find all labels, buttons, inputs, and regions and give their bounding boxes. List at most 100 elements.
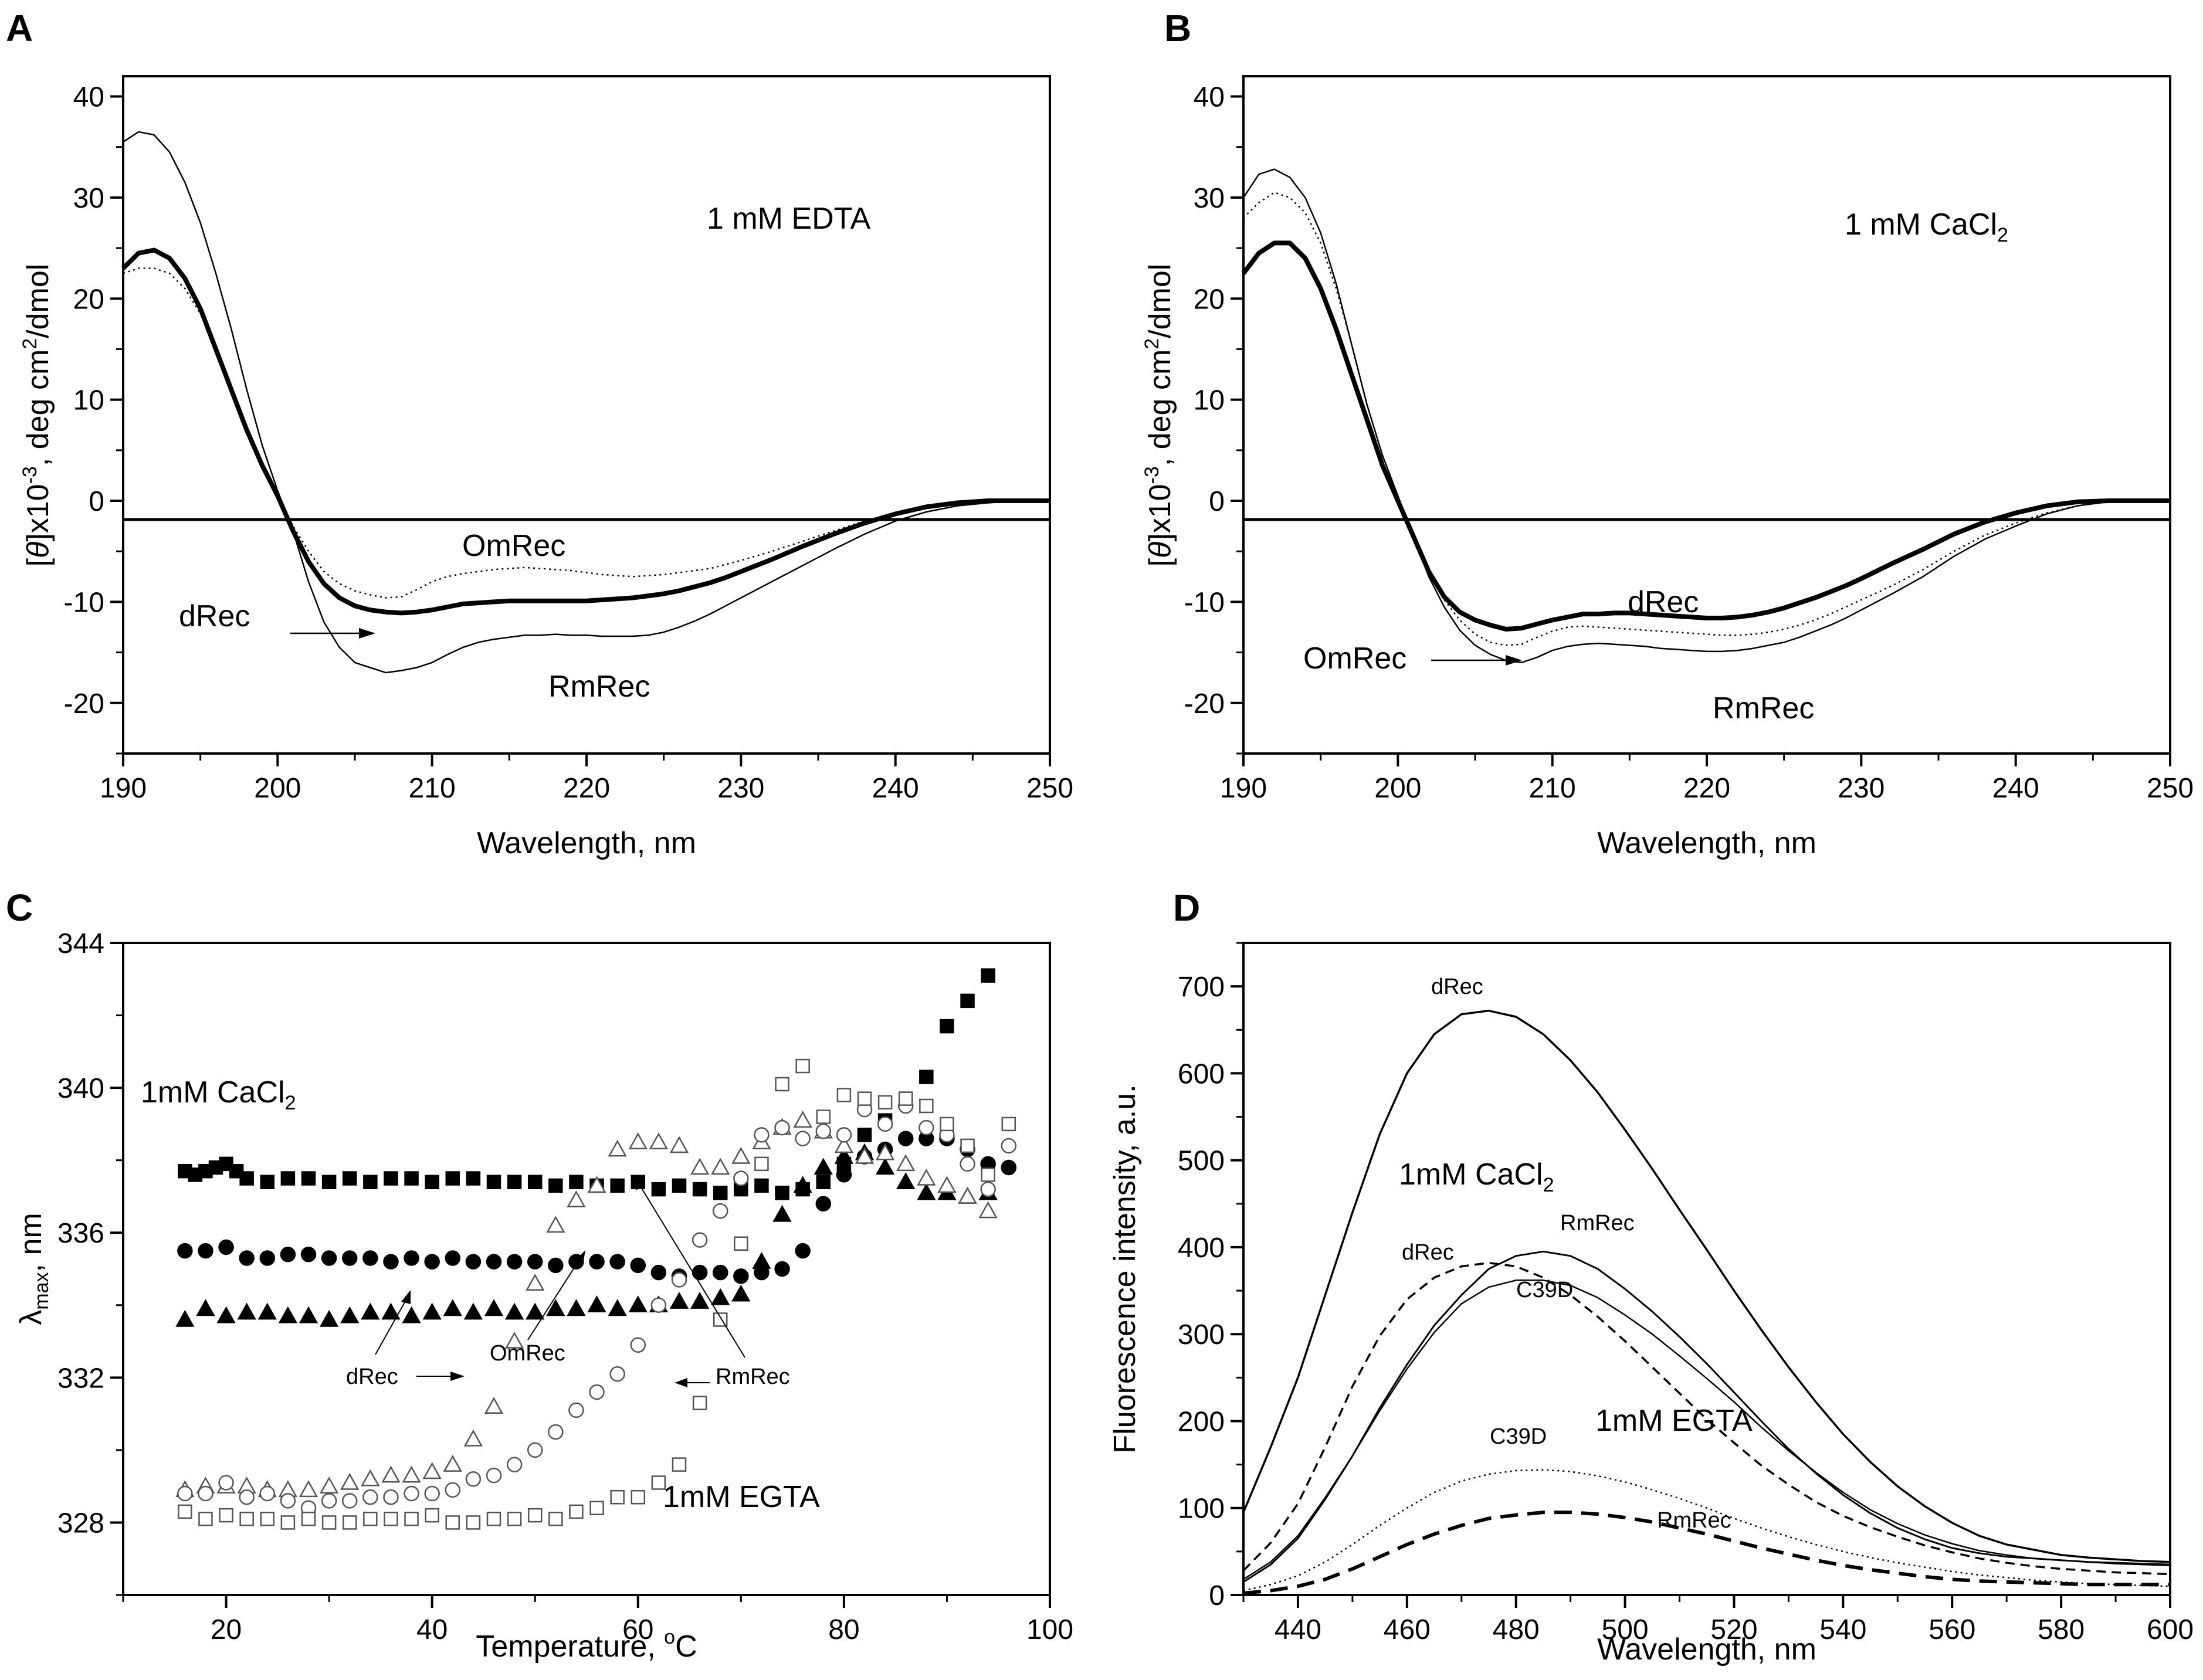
marker-drec-egta <box>319 1477 339 1494</box>
marker-rmrec-cacl2 <box>692 1182 707 1197</box>
marker-drec-cacl2 <box>546 1299 565 1316</box>
series-line-c39d-egta <box>1243 1469 2171 1591</box>
marker-drec-cacl2 <box>628 1295 648 1313</box>
y-tick-label: 40 <box>73 82 104 113</box>
marker-drec-cacl2 <box>278 1306 298 1323</box>
panel-b: B 190 200 210 220 230 240 250 -20 -10 0 10 20 30 40 1… <box>1141 7 2194 860</box>
marker-rmrec-cacl2 <box>280 1171 296 1186</box>
marker-drec-cacl2 <box>690 1292 710 1309</box>
marker-omrec-egta <box>795 1131 811 1146</box>
marker-drec-egta <box>567 1190 586 1207</box>
marker-rmrec-egta <box>260 1512 275 1526</box>
y-tick-label: 336 <box>57 1218 104 1249</box>
x-tick-label: 560 <box>1929 1614 1975 1645</box>
marker-drec-cacl2 <box>463 1302 483 1320</box>
marker-drec-egta <box>690 1158 710 1175</box>
marker-rmrec-egta <box>569 1504 584 1519</box>
marker-rmrec-egta <box>775 1077 789 1092</box>
marker-rmrec-cacl2 <box>919 1070 934 1084</box>
condition-label-egta-d: 1mM EGTA <box>1595 1404 1753 1438</box>
marker-rmrec-egta <box>384 1512 398 1526</box>
marker-rmrec-egta <box>960 1138 975 1153</box>
marker-omrec-cacl2 <box>774 1261 790 1277</box>
marker-drec-cacl2 <box>257 1302 277 1320</box>
x-tick-label: 440 <box>1275 1614 1321 1645</box>
arrow-head-rmrec-up-c <box>635 1176 644 1190</box>
x-axis-title-b: Wavelength, nm <box>1597 826 1816 860</box>
series-label-drec-c: dRec <box>346 1365 398 1389</box>
x-tick-label: 60 <box>622 1614 653 1645</box>
marker-omrec-egta <box>198 1485 213 1502</box>
marker-omrec-cacl2 <box>650 1264 667 1281</box>
marker-rmrec-egta <box>754 1156 769 1172</box>
y-tick-label: 400 <box>1178 1233 1225 1264</box>
marker-rmrec-egta <box>280 1515 296 1530</box>
x-tick-label: 210 <box>1529 773 1576 804</box>
marker-rmrec-cacl2 <box>445 1171 460 1186</box>
marker-omrec-egta <box>754 1127 770 1143</box>
marker-drec-egta <box>711 1158 730 1175</box>
y-tick-label: 10 <box>73 385 104 416</box>
series-label-c39d-egta-d: C39D <box>1490 1424 1547 1449</box>
marker-rmrec-egta <box>239 1512 254 1526</box>
y-tick-label: 20 <box>1194 284 1225 315</box>
marker-omrec-egta <box>589 1384 605 1400</box>
marker-omrec-cacl2 <box>795 1243 811 1259</box>
panel-a: A 190 200 210 220 230 240 250 -20 -10 0 10 20 30 40 1… <box>6 7 1073 860</box>
marker-omrec-egta <box>733 1170 749 1186</box>
marker-omrec-egta <box>671 1272 687 1288</box>
marker-omrec-cacl2 <box>259 1250 276 1266</box>
y-axis-title-b: [θ]x10-3, deg cm2/dmol <box>1141 264 1177 567</box>
marker-omrec-cacl2 <box>548 1257 564 1274</box>
marker-omrec-egta <box>650 1297 667 1314</box>
marker-drec-egta <box>834 1136 854 1153</box>
x-tick-label: 580 <box>2038 1614 2085 1645</box>
plot-frame-c <box>122 942 1051 1596</box>
series-line-rmrec <box>1242 168 2170 664</box>
marker-drec-cacl2 <box>669 1292 689 1309</box>
marker-drec-egta <box>381 1465 401 1483</box>
condition-label-a: 1 mM EDTA <box>707 202 871 236</box>
y-tick-label: 0 <box>1209 1580 1225 1611</box>
marker-rmrec-cacl2 <box>527 1175 543 1189</box>
series-label-omrec-b: OmRec <box>1303 642 1406 676</box>
arrow-drec-up-c <box>375 1297 408 1355</box>
marker-omrec-egta <box>486 1467 502 1484</box>
arrow-rmrec-up-c <box>639 1184 745 1358</box>
marker-drec-cacl2 <box>814 1158 833 1175</box>
marker-rmrec-egta <box>178 1504 192 1519</box>
series-line-drec <box>121 247 1050 616</box>
y-tick-label: 0 <box>89 486 104 517</box>
series-label-drec-ca-d: dRec <box>1402 1240 1454 1265</box>
marker-drec-cacl2 <box>587 1295 606 1313</box>
series-line-omrec <box>1243 191 2170 646</box>
y-tick-label: 344 <box>57 928 104 959</box>
x-tick-label: 190 <box>100 773 147 804</box>
marker-drec-egta <box>608 1139 627 1157</box>
series-label-omrec-c: OmRec <box>490 1341 565 1366</box>
x-tick-label: 520 <box>1710 1614 1757 1645</box>
arrow-head-drec-right-c <box>450 1372 465 1381</box>
marker-drec-cacl2 <box>422 1302 442 1320</box>
marker-drec-cacl2 <box>196 1299 215 1316</box>
panel-d: D 440 460 480 500 520 540 560 580 600 0 100 200 300 4… <box>1108 887 2194 1667</box>
y-tick-label: 20 <box>73 284 104 315</box>
marker-rmrec-egta <box>548 1512 563 1526</box>
y-tick-label: -10 <box>64 587 104 618</box>
marker-drec-egta <box>587 1176 606 1193</box>
y-tick-label: 700 <box>1178 972 1225 1003</box>
marker-drec-cacl2 <box>772 1204 792 1222</box>
marker-rmrec-egta <box>919 1098 934 1114</box>
svg-text:Fluorescence intensity, a.u.: Fluorescence intensity, a.u. <box>1108 1084 1142 1453</box>
marker-rmrec-cacl2 <box>940 1019 954 1034</box>
marker-rmrec-cacl2 <box>651 1182 666 1197</box>
marker-drec-cacl2 <box>875 1158 895 1175</box>
condition-label-egta-c: 1mM EGTA <box>663 1480 820 1514</box>
marker-omrec-egta <box>218 1475 234 1491</box>
marker-rmrec-egta <box>466 1515 481 1530</box>
x-tick-label: 540 <box>1819 1614 1866 1645</box>
x-tick-label: 200 <box>254 773 301 804</box>
marker-omrec-egta <box>424 1485 440 1502</box>
marker-rmrec-cacl2 <box>610 1178 625 1193</box>
y-tick-label: -20 <box>64 688 104 719</box>
